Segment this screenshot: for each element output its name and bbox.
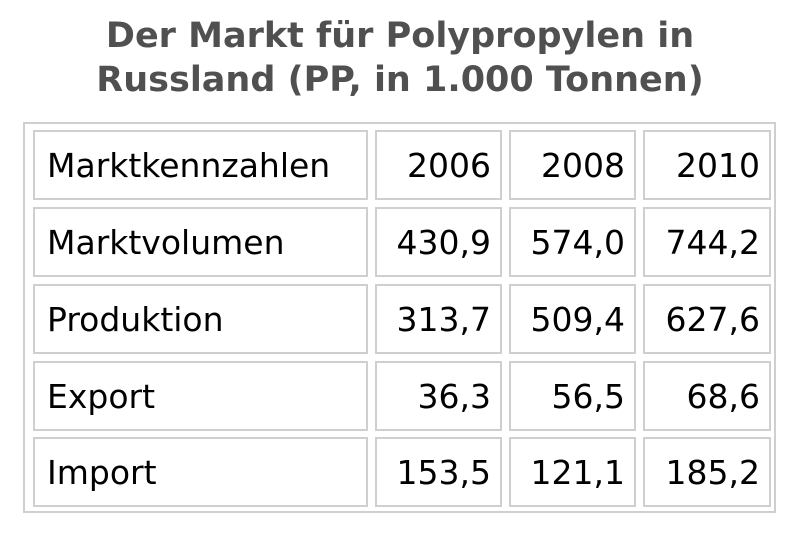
value-text: 574,0 <box>530 222 625 262</box>
value-cell: 744,2 <box>643 207 771 277</box>
value-text: 153,5 <box>396 452 491 492</box>
value-cell: 574,0 <box>509 207 636 277</box>
header-text: 2008 <box>541 145 625 185</box>
row-label-text: Export <box>47 376 156 416</box>
chart-title-line-2: Russland (PP, in 1.000 Tonnen) <box>96 60 704 100</box>
value-text: 744,2 <box>665 222 760 262</box>
value-cell: 56,5 <box>509 361 636 431</box>
value-cell: 185,2 <box>643 437 771 507</box>
row-label-text: Produktion <box>47 299 224 339</box>
value-text: 313,7 <box>396 299 491 339</box>
value-cell: 430,9 <box>375 207 502 277</box>
value-cell: 36,3 <box>375 361 502 431</box>
header-text: Marktkennzahlen <box>47 145 331 185</box>
value-text: 430,9 <box>396 222 491 262</box>
data-table: Marktkennzahlen 2006 2008 2010 Marktvolumen 4… <box>23 122 776 513</box>
row-label-text: Marktvolumen <box>47 222 285 262</box>
value-cell: 313,7 <box>375 284 502 354</box>
value-text: 56,5 <box>551 376 625 416</box>
row-label-cell: Marktvolumen <box>33 207 368 277</box>
value-text: 509,4 <box>530 299 625 339</box>
value-text: 627,6 <box>665 299 760 339</box>
value-cell: 68,6 <box>643 361 771 431</box>
value-text: 68,6 <box>686 376 760 416</box>
header-cell-label: Marktkennzahlen <box>33 130 368 200</box>
header-cell-year: 2010 <box>643 130 771 200</box>
row-label-text: Import <box>47 452 157 492</box>
row-label-cell: Export <box>33 361 368 431</box>
row-label-cell: Import <box>33 437 368 507</box>
value-cell: 121,1 <box>509 437 636 507</box>
header-cell-year: 2008 <box>509 130 636 200</box>
header-text: 2010 <box>676 145 760 185</box>
value-text: 36,3 <box>417 376 491 416</box>
value-cell: 627,6 <box>643 284 771 354</box>
value-text: 185,2 <box>665 452 760 492</box>
chart-title-line-1: Der Markt für Polypropylen in <box>105 16 695 56</box>
value-cell: 509,4 <box>509 284 636 354</box>
chart-title: Der Markt für Polypropylen in Russland (… <box>0 14 800 102</box>
header-text: 2006 <box>407 145 491 185</box>
value-cell: 153,5 <box>375 437 502 507</box>
value-text: 121,1 <box>530 452 625 492</box>
row-label-cell: Produktion <box>33 284 368 354</box>
header-cell-year: 2006 <box>375 130 502 200</box>
